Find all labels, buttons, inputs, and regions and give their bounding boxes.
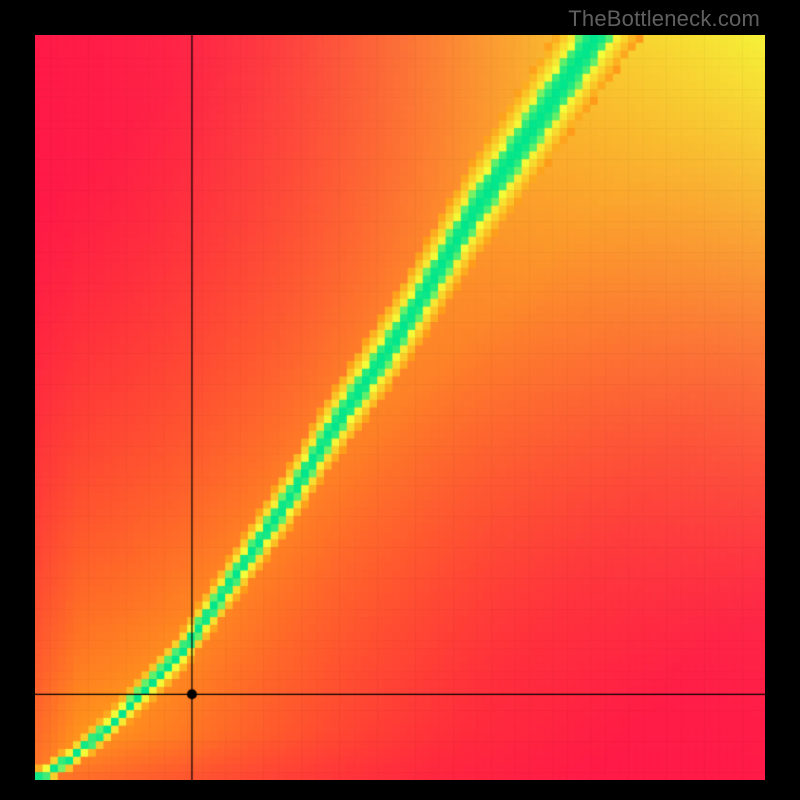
attribution-text: TheBottleneck.com — [568, 6, 760, 32]
bottleneck-heatmap — [35, 35, 765, 780]
